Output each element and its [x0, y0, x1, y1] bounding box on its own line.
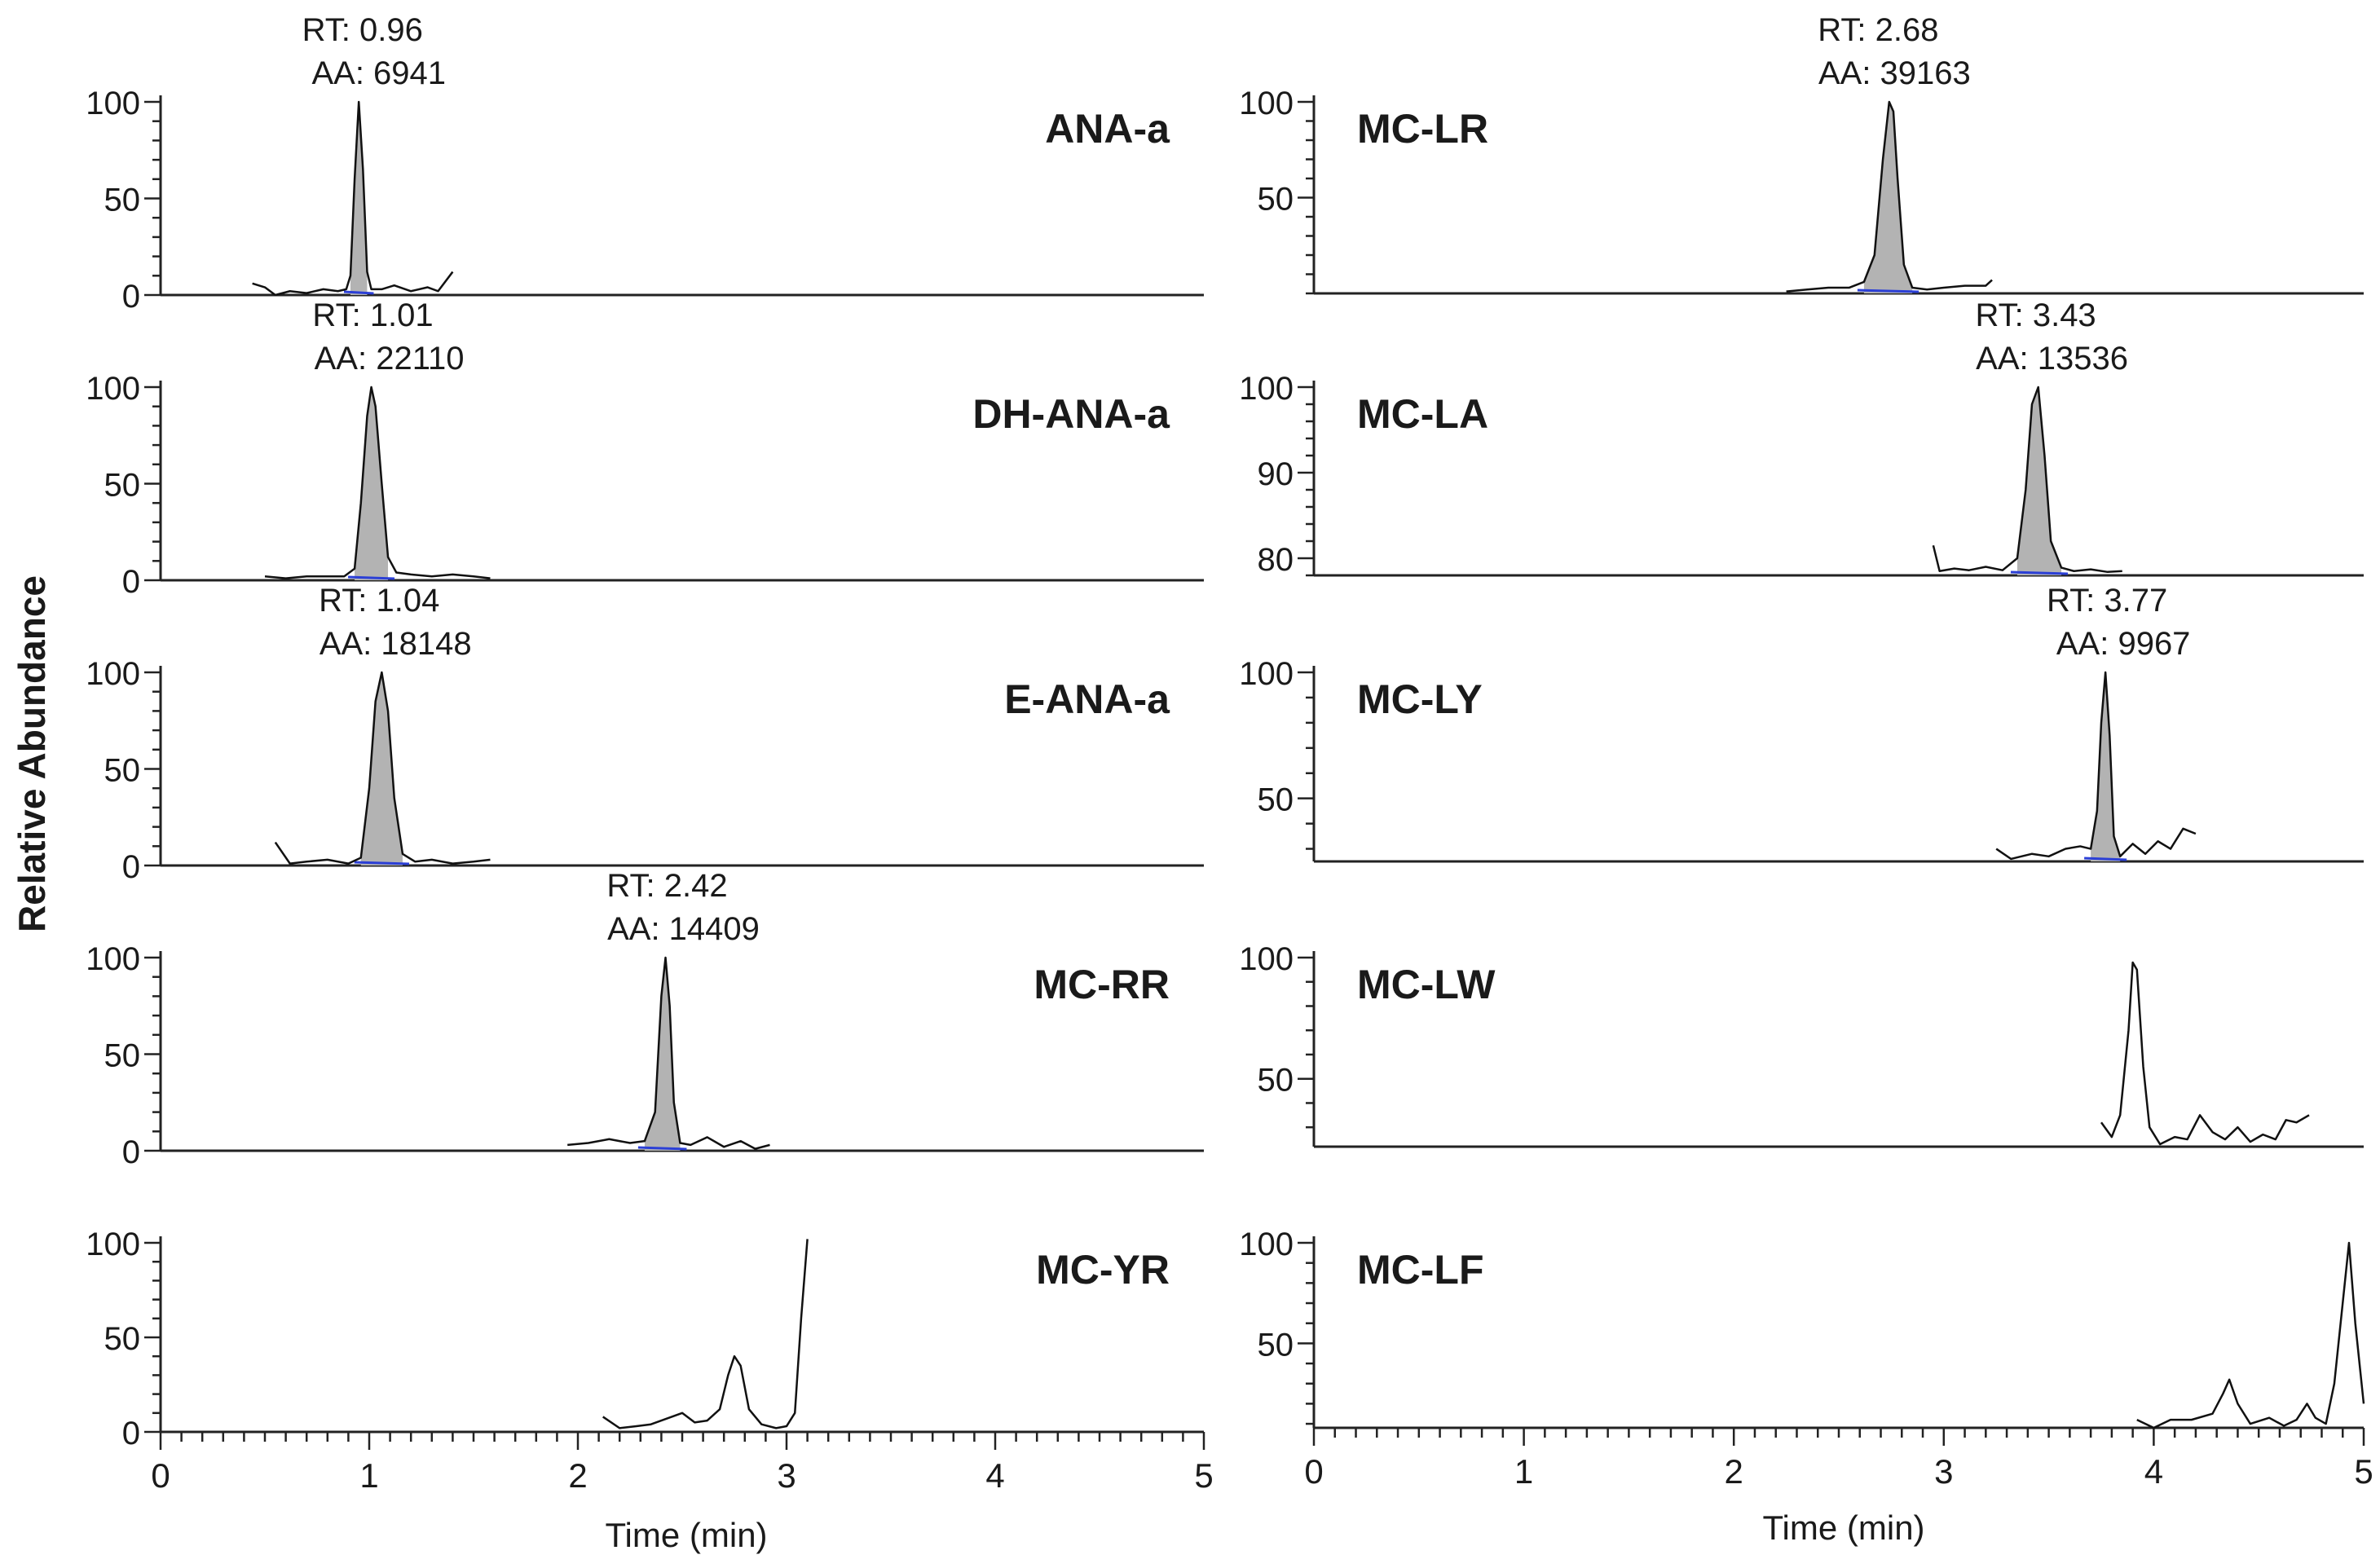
- e-ana-a-peak-area: [360, 672, 403, 865]
- mc-rr-peak-aa-label: AA: 14409: [607, 911, 760, 947]
- mc-ly-peak-rt-label: RT: 3.77: [2047, 583, 2167, 619]
- mc-rr-peak-rt-label: RT: 2.42: [606, 868, 727, 904]
- ana-a-y-tick-label: 0: [122, 279, 140, 315]
- mc-lf-panel-title: MC-LF: [1357, 1247, 1484, 1293]
- mc-lf-x-tick-label: 2: [1725, 1452, 1743, 1491]
- mc-ly-y-tick-label: 100: [1239, 656, 1294, 692]
- mc-lr-baseline-marker: [1857, 288, 1919, 293]
- mc-rr-trace: [567, 956, 770, 1150]
- ana-a-y-tick-label: 100: [86, 86, 140, 121]
- x-axis-label-right: Time (min): [1762, 1509, 1924, 1547]
- mc-lf-y-tick-label: 50: [1258, 1327, 1294, 1363]
- mc-yr-x-tick-label: 3: [777, 1456, 796, 1495]
- mc-lf-x-tick-label: 3: [1934, 1452, 1953, 1491]
- mc-lf-x-tick-label: 0: [1304, 1452, 1323, 1491]
- mc-rr-y-tick-label: 100: [86, 941, 140, 977]
- mc-ly-y-tick-label: 50: [1258, 782, 1294, 818]
- mc-la-y-tick-label: 90: [1258, 456, 1294, 492]
- dh-ana-a-panel-title: DH-ANA-a: [972, 391, 1170, 437]
- mc-rr-peak-area: [644, 958, 681, 1151]
- e-ana-a-y-tick-label: 0: [122, 849, 140, 885]
- mc-ly-baseline-marker: [2084, 857, 2127, 861]
- e-ana-a-y-tick-label: 100: [86, 656, 140, 692]
- ana-a-peak-rt-label: RT: 0.96: [302, 12, 423, 48]
- mc-yr-y-tick-label: 0: [122, 1416, 140, 1451]
- e-ana-a-panel-title: E-ANA-a: [1004, 676, 1170, 722]
- ana-a-baseline-marker: [343, 290, 374, 295]
- mc-lr-y-tick-label: 100: [1239, 86, 1294, 121]
- dh-ana-a-baseline-marker: [348, 575, 395, 580]
- e-ana-a-y-tick-label: 50: [104, 753, 141, 789]
- ana-a-trace: [252, 100, 454, 297]
- mc-la-peak-aa-label: AA: 13536: [1976, 341, 2128, 377]
- dh-ana-a-peak-area: [355, 387, 389, 580]
- mc-lf-x-tick-label: 4: [2144, 1452, 2163, 1491]
- mc-yr-trace: [602, 1239, 809, 1429]
- y-axis-label: Relative Abundance: [11, 575, 53, 932]
- mc-rr-y-tick-label: 50: [104, 1038, 141, 1074]
- dh-ana-a-trace: [264, 385, 491, 579]
- mc-yr-x-tick-label: 1: [359, 1456, 378, 1495]
- mc-lr-panel-title: MC-LR: [1357, 106, 1488, 152]
- e-ana-a-peak-rt-label: RT: 1.04: [319, 583, 439, 619]
- mc-la-panel-title: MC-LA: [1357, 391, 1488, 437]
- e-ana-a-trace: [274, 671, 491, 865]
- mc-ly-peak-aa-label: AA: 9967: [2056, 626, 2191, 662]
- dh-ana-a-y-tick-label: 0: [122, 564, 140, 600]
- mc-rr-baseline-marker: [637, 1146, 687, 1151]
- dh-ana-a-y-tick-label: 50: [104, 468, 141, 504]
- mc-lf-y-tick-label: 100: [1239, 1227, 1294, 1262]
- mc-lr-trace: [1786, 100, 1993, 293]
- mc-lr-y-tick-label: 50: [1258, 182, 1294, 218]
- mc-yr-y-tick-label: 50: [104, 1321, 141, 1357]
- ana-a-y-tick-label: 50: [104, 183, 141, 218]
- ana-a-peak-area: [350, 102, 368, 295]
- mc-rr-y-tick-label: 0: [122, 1134, 140, 1170]
- mc-la-peak-area: [2016, 387, 2062, 575]
- ana-a-panel-title: ANA-a: [1045, 106, 1170, 152]
- e-ana-a-baseline-marker: [354, 861, 410, 865]
- mc-la-baseline-marker: [2010, 570, 2069, 575]
- mc-yr-x-tick-label: 5: [1194, 1456, 1213, 1495]
- dh-ana-a-peak-rt-label: RT: 1.01: [312, 297, 433, 333]
- x-axis-label-left: Time (min): [605, 1516, 767, 1554]
- mc-lr-peak-rt-label: RT: 2.68: [1818, 12, 1938, 48]
- mc-lf-x-tick-label: 1: [1514, 1452, 1533, 1491]
- mc-yr-panel-title: MC-YR: [1036, 1247, 1170, 1293]
- mc-la-trace: [1932, 385, 2122, 574]
- mc-lw-y-tick-label: 50: [1258, 1063, 1294, 1099]
- e-ana-a-peak-aa-label: AA: 18148: [320, 626, 472, 662]
- mc-ly-panel-title: MC-LY: [1357, 676, 1483, 722]
- mc-lf-x-tick-label: 5: [2354, 1452, 2373, 1491]
- mc-ly-trace: [1995, 671, 2197, 861]
- mc-yr-x-tick-label: 0: [151, 1456, 170, 1495]
- ana-a-peak-aa-label: AA: 6941: [311, 55, 446, 91]
- mc-rr-panel-title: MC-RR: [1034, 962, 1170, 1007]
- mc-lw-trace: [2100, 961, 2310, 1146]
- dh-ana-a-peak-aa-label: AA: 22110: [315, 341, 465, 377]
- mc-lf-trace: [2136, 1241, 2365, 1429]
- mc-lw-panel-title: MC-LW: [1357, 962, 1496, 1007]
- dh-ana-a-y-tick-label: 100: [86, 371, 140, 407]
- mc-yr-x-tick-label: 2: [568, 1456, 587, 1495]
- mc-la-peak-rt-label: RT: 3.43: [1975, 297, 2096, 333]
- mc-lw-y-tick-label: 100: [1239, 941, 1294, 977]
- mc-la-y-tick-label: 100: [1239, 371, 1294, 407]
- mc-ly-peak-area: [2091, 672, 2121, 861]
- mc-lr-peak-aa-label: AA: 39163: [1818, 55, 1971, 91]
- mc-yr-y-tick-label: 100: [86, 1227, 140, 1262]
- mc-yr-x-tick-label: 4: [985, 1456, 1004, 1495]
- mc-la-y-tick-label: 80: [1258, 542, 1294, 578]
